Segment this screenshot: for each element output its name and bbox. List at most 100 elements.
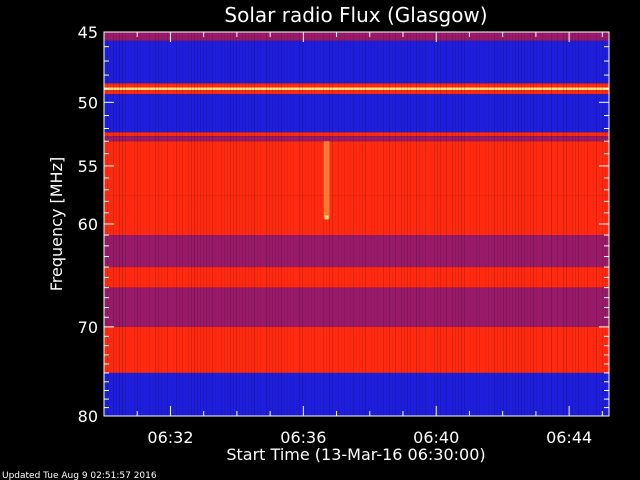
heatmap-band-8 bbox=[104, 141, 609, 196]
noise-stripe bbox=[245, 32, 246, 416]
noise-stripe bbox=[119, 32, 120, 416]
noise-stripe bbox=[527, 32, 528, 416]
noise-stripe bbox=[554, 32, 555, 416]
noise-stripe bbox=[353, 32, 354, 416]
noise-stripe bbox=[443, 32, 444, 416]
noise-stripe bbox=[434, 32, 435, 416]
noise-stripe bbox=[455, 32, 456, 416]
noise-stripe bbox=[368, 32, 369, 416]
noise-stripe bbox=[269, 32, 270, 416]
heatmap-band-1 bbox=[104, 40, 609, 84]
y-tick-label: 45 bbox=[78, 23, 98, 42]
noise-stripe bbox=[545, 32, 546, 416]
noise-stripe bbox=[326, 32, 327, 416]
noise-stripe bbox=[161, 32, 162, 416]
noise-stripe bbox=[500, 32, 501, 416]
noise-stripe bbox=[131, 32, 132, 416]
noise-stripe bbox=[191, 32, 192, 416]
noise-stripe bbox=[464, 32, 465, 416]
noise-stripe bbox=[458, 32, 459, 416]
noise-stripe bbox=[560, 32, 561, 416]
noise-stripe bbox=[347, 32, 348, 416]
noise-stripe bbox=[479, 32, 480, 416]
noise-stripe bbox=[563, 32, 564, 416]
noise-stripe bbox=[116, 32, 117, 416]
noise-stripe bbox=[194, 32, 195, 416]
heatmap-band-14 bbox=[104, 372, 609, 416]
noise-stripe bbox=[392, 32, 393, 416]
noise-stripe bbox=[593, 32, 594, 416]
noise-stripe bbox=[173, 32, 174, 416]
noise-stripe bbox=[239, 32, 240, 416]
noise-stripe bbox=[233, 32, 234, 416]
noise-stripe bbox=[350, 32, 351, 416]
noise-stripe bbox=[485, 32, 486, 416]
noise-stripe bbox=[509, 32, 510, 416]
noise-stripe bbox=[539, 32, 540, 416]
noise-stripe bbox=[263, 32, 264, 416]
noise-stripe bbox=[431, 32, 432, 416]
burst-0 bbox=[323, 141, 330, 219]
noise-stripe bbox=[212, 32, 213, 416]
noise-stripe bbox=[575, 32, 576, 416]
noise-stripe bbox=[536, 32, 537, 416]
noise-stripe bbox=[155, 32, 156, 416]
heatmap-band-13 bbox=[104, 326, 609, 373]
noise-stripe bbox=[404, 32, 405, 416]
heatmap-band-7 bbox=[104, 136, 609, 142]
noise-stripe bbox=[383, 32, 384, 416]
noise-stripe bbox=[494, 32, 495, 416]
noise-stripe bbox=[422, 32, 423, 416]
noise-stripe bbox=[566, 32, 567, 416]
noise-stripe bbox=[320, 32, 321, 416]
noise-stripe bbox=[257, 32, 258, 416]
noise-stripe bbox=[473, 32, 474, 416]
noise-stripe bbox=[419, 32, 420, 416]
noise-stripe bbox=[359, 32, 360, 416]
noise-stripe bbox=[452, 32, 453, 416]
noise-stripe bbox=[143, 32, 144, 416]
heatmap-band-11 bbox=[104, 267, 609, 288]
noise-stripe bbox=[167, 32, 168, 416]
noise-stripe bbox=[206, 32, 207, 416]
y-tick-label: 80 bbox=[78, 407, 98, 426]
noise-stripe bbox=[134, 32, 135, 416]
noise-stripe bbox=[551, 32, 552, 416]
noise-stripe bbox=[524, 32, 525, 416]
noise-stripe bbox=[242, 32, 243, 416]
noise-stripe bbox=[137, 32, 138, 416]
noise-stripe bbox=[179, 32, 180, 416]
noise-stripe bbox=[221, 32, 222, 416]
noise-stripe bbox=[449, 32, 450, 416]
noise-stripe bbox=[362, 32, 363, 416]
noise-stripe bbox=[188, 32, 189, 416]
noise-stripe bbox=[332, 32, 333, 416]
noise-stripe bbox=[296, 32, 297, 416]
noise-stripe bbox=[557, 32, 558, 416]
noise-stripe bbox=[236, 32, 237, 416]
noise-stripe bbox=[230, 32, 231, 416]
noise-stripe bbox=[407, 32, 408, 416]
noise-stripe bbox=[371, 32, 372, 416]
noise-stripe bbox=[497, 32, 498, 416]
noise-stripe bbox=[284, 32, 285, 416]
noise-stripe bbox=[260, 32, 261, 416]
x-tick-label: 06:36 bbox=[280, 428, 326, 447]
noise-stripe bbox=[215, 32, 216, 416]
noise-stripe bbox=[596, 32, 597, 416]
noise-stripe bbox=[248, 32, 249, 416]
noise-stripe bbox=[389, 32, 390, 416]
x-tick-label: 06:44 bbox=[546, 428, 592, 447]
noise-stripe bbox=[395, 32, 396, 416]
noise-stripe bbox=[410, 32, 411, 416]
noise-stripe bbox=[281, 32, 282, 416]
noise-stripe bbox=[503, 32, 504, 416]
noise-stripe bbox=[176, 32, 177, 416]
noise-stripe bbox=[293, 32, 294, 416]
noise-stripe bbox=[569, 32, 570, 416]
heatmap-band-0 bbox=[104, 32, 609, 41]
noise-stripe bbox=[128, 32, 129, 416]
noise-stripe bbox=[518, 32, 519, 416]
x-axis-title: Start Time (13-Mar-16 06:30:00) bbox=[226, 445, 485, 464]
noise-stripe bbox=[170, 32, 171, 416]
